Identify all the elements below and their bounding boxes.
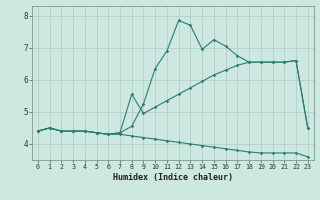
X-axis label: Humidex (Indice chaleur): Humidex (Indice chaleur)	[113, 173, 233, 182]
